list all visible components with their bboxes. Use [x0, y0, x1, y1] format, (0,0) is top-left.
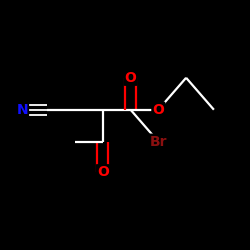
Text: O: O — [152, 103, 164, 117]
Text: O: O — [124, 71, 136, 85]
Text: N: N — [16, 103, 28, 117]
Text: O: O — [97, 165, 109, 179]
Text: Br: Br — [150, 135, 167, 149]
